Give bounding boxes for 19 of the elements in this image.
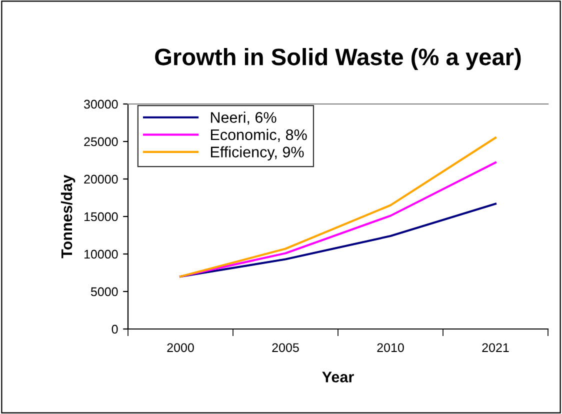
- y-axis-title: Tonnes/day: [60, 174, 76, 258]
- y-tick-label: 5000: [90, 287, 118, 296]
- y-tick-label: 30000: [84, 100, 118, 109]
- x-tick-label: 2010: [377, 343, 404, 352]
- y-tick-label: 0: [112, 324, 118, 334]
- x-tick-label: 2000: [167, 343, 194, 352]
- y-tick-label: 10000: [84, 250, 118, 259]
- x-axis-title: Year: [322, 372, 354, 382]
- legend-label: Neeri, 6%: [210, 112, 276, 125]
- x-tick-label: 2005: [272, 343, 299, 352]
- y-tick-label: 20000: [84, 174, 118, 184]
- legend-label: Economic, 8%: [210, 128, 307, 142]
- x-tick-label: 2021: [482, 343, 509, 352]
- chart-title: Growth in Solid Waste (% a year): [155, 48, 521, 70]
- line-series: [179, 202, 497, 278]
- legend-label: Efficiency, 9%: [210, 146, 304, 160]
- y-tick-label: 15000: [84, 212, 118, 222]
- line-series: [179, 161, 497, 278]
- y-tick-label: 25000: [84, 137, 118, 146]
